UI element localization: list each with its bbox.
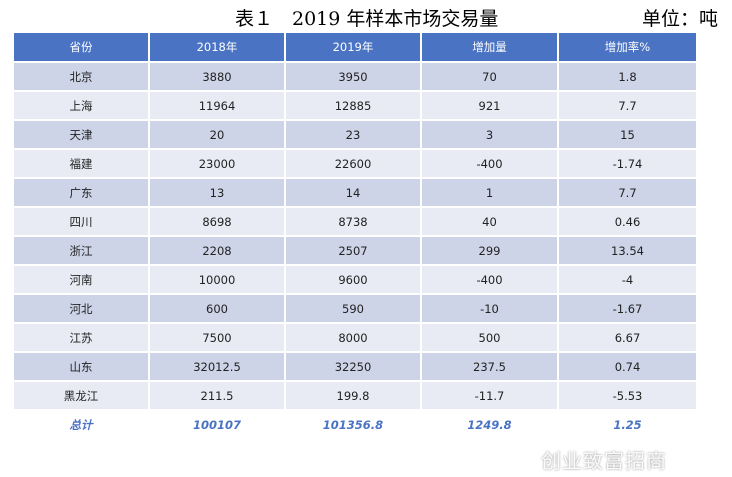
increase-cell: -10: [422, 295, 559, 324]
increase-rate-cell: -5.53: [559, 382, 696, 411]
table-row: 江苏 7500 8000 500 6.67: [14, 324, 696, 353]
table-row: 黑龙江 211.5 199.8 -11.7 -5.53: [14, 382, 696, 411]
table-row: 北京 3880 3950 70 1.8: [14, 63, 696, 92]
value-2018-cell: 211.5: [150, 382, 286, 411]
value-2018-cell: 20: [150, 121, 286, 150]
value-2019-cell: 3950: [286, 63, 422, 92]
table-row: 福建 23000 22600 -400 -1.74: [14, 150, 696, 179]
province-cell: 河南: [14, 266, 150, 295]
province-cell: 山东: [14, 353, 150, 382]
increase-cell: -400: [422, 150, 559, 179]
value-2018-cell: 3880: [150, 63, 286, 92]
province-cell: 江苏: [14, 324, 150, 353]
value-2018-cell: 11964: [150, 92, 286, 121]
value-2018-cell: 32012.5: [150, 353, 286, 382]
column-header: 增加量: [422, 33, 559, 63]
market-volume-table: 省份 2018年 2019年 增加量 增加率% 北京 3880 3950 70 …: [14, 33, 696, 440]
table-row: 四川 8698 8738 40 0.46: [14, 208, 696, 237]
province-cell: 浙江: [14, 237, 150, 266]
province-cell: 福建: [14, 150, 150, 179]
value-2019-cell: 8738: [286, 208, 422, 237]
increase-rate-cell: 13.54: [559, 237, 696, 266]
value-2018-cell: 23000: [150, 150, 286, 179]
value-2018-cell: 600: [150, 295, 286, 324]
increase-cell: 1: [422, 179, 559, 208]
increase-rate-cell: 7.7: [559, 179, 696, 208]
increase-rate-cell: 0.74: [559, 353, 696, 382]
value-2018-cell: 2208: [150, 237, 286, 266]
province-cell: 四川: [14, 208, 150, 237]
total-increase-cell: 1249.8: [422, 411, 559, 440]
increase-cell: 299: [422, 237, 559, 266]
value-2019-cell: 14: [286, 179, 422, 208]
increase-rate-cell: 6.67: [559, 324, 696, 353]
increase-rate-cell: -4: [559, 266, 696, 295]
increase-rate-cell: 0.46: [559, 208, 696, 237]
increase-cell: 921: [422, 92, 559, 121]
value-2019-cell: 12885: [286, 92, 422, 121]
table-row: 浙江 2208 2507 299 13.54: [14, 237, 696, 266]
value-2018-cell: 10000: [150, 266, 286, 295]
value-2018-cell: 13: [150, 179, 286, 208]
increase-rate-cell: 1.8: [559, 63, 696, 92]
province-cell: 上海: [14, 92, 150, 121]
value-2019-cell: 9600: [286, 266, 422, 295]
total-label: 总计: [14, 411, 150, 440]
table-row: 上海 11964 12885 921 7.7: [14, 92, 696, 121]
province-cell: 天津: [14, 121, 150, 150]
total-2019-cell: 101356.8: [286, 411, 422, 440]
increase-cell: 40: [422, 208, 559, 237]
increase-cell: -400: [422, 266, 559, 295]
unit-label: 单位：吨: [641, 8, 718, 30]
value-2019-cell: 8000: [286, 324, 422, 353]
increase-rate-cell: -1.74: [559, 150, 696, 179]
value-2019-cell: 2507: [286, 237, 422, 266]
table-row: 广东 13 14 1 7.7: [14, 179, 696, 208]
table-row: 河北 600 590 -10 -1.67: [14, 295, 696, 324]
watermark-text: 创业致富招商: [541, 449, 667, 473]
table-row: 天津 20 23 3 15: [14, 121, 696, 150]
table-row: 山东 32012.5 32250 237.5 0.74: [14, 353, 696, 382]
total-2018-cell: 100107: [150, 411, 286, 440]
increase-cell: 70: [422, 63, 559, 92]
province-cell: 黑龙江: [14, 382, 150, 411]
increase-cell: 237.5: [422, 353, 559, 382]
column-header: 增加率%: [559, 33, 696, 63]
increase-rate-cell: 7.7: [559, 92, 696, 121]
value-2018-cell: 8698: [150, 208, 286, 237]
increase-cell: 500: [422, 324, 559, 353]
value-2019-cell: 23: [286, 121, 422, 150]
column-header: 2018年: [150, 33, 286, 63]
table-row: 河南 10000 9600 -400 -4: [14, 266, 696, 295]
column-header: 2019年: [286, 33, 422, 63]
column-header: 省份: [14, 33, 150, 63]
value-2018-cell: 7500: [150, 324, 286, 353]
total-rate-cell: 1.25: [559, 411, 696, 440]
value-2019-cell: 590: [286, 295, 422, 324]
province-cell: 北京: [14, 63, 150, 92]
increase-rate-cell: 15: [559, 121, 696, 150]
table-header-row: 省份 2018年 2019年 增加量 增加率%: [14, 33, 696, 63]
table-title: 表１ 2019 年样本市场交易量: [235, 8, 499, 30]
increase-cell: -11.7: [422, 382, 559, 411]
value-2019-cell: 32250: [286, 353, 422, 382]
increase-cell: 3: [422, 121, 559, 150]
total-row: 总计 100107 101356.8 1249.8 1.25: [14, 411, 696, 440]
province-cell: 广东: [14, 179, 150, 208]
value-2019-cell: 22600: [286, 150, 422, 179]
value-2019-cell: 199.8: [286, 382, 422, 411]
increase-rate-cell: -1.67: [559, 295, 696, 324]
province-cell: 河北: [14, 295, 150, 324]
